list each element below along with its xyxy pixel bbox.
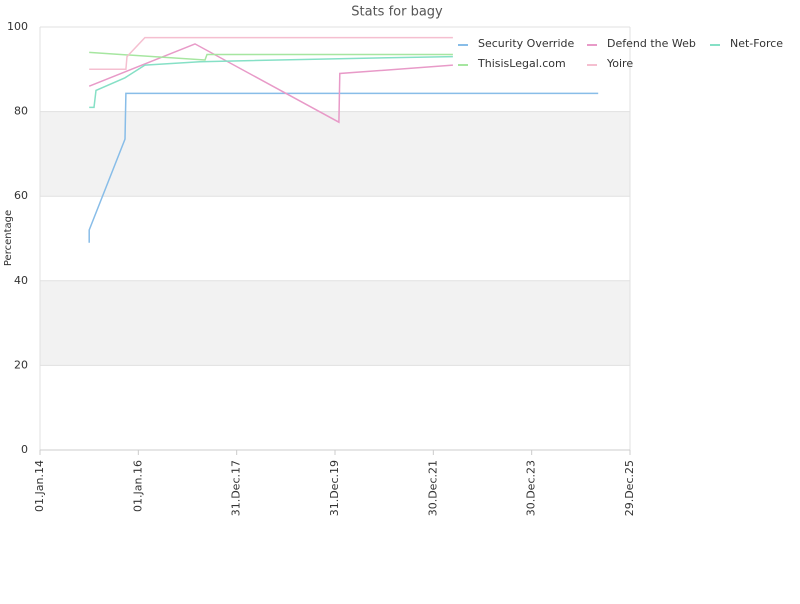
series-line xyxy=(88,92,599,243)
y-tick-label: 60 xyxy=(14,189,28,202)
x-tick-label: 31.Dec.17 xyxy=(230,460,243,516)
series-line xyxy=(89,36,453,71)
x-tick-label: 29.Dec.25 xyxy=(623,460,636,516)
legend-label: Defend the Web xyxy=(607,37,696,50)
x-tick-label: 31.Dec.19 xyxy=(328,460,341,516)
series-line xyxy=(89,55,453,109)
y-tick-label: 20 xyxy=(14,358,28,371)
y-tick-label: 80 xyxy=(14,105,28,118)
series-line xyxy=(88,43,453,124)
series-line xyxy=(89,51,453,61)
x-tick-label: 30.Dec.23 xyxy=(525,460,538,516)
chart-title: Stats for bagy xyxy=(351,5,443,20)
y-axis-label: Percentage xyxy=(3,210,14,266)
grid-band xyxy=(40,111,630,197)
x-tick-label: 01.Jan.16 xyxy=(131,460,144,512)
y-tick-label: 0 xyxy=(21,443,28,456)
grid-band xyxy=(40,280,630,366)
y-tick-label: 40 xyxy=(14,274,28,287)
x-tick-label: 30.Dec.21 xyxy=(426,460,439,516)
legend-label: Security Override xyxy=(478,37,574,50)
legend-label: Net-Force xyxy=(730,37,783,50)
y-tick-label: 100 xyxy=(7,20,28,33)
legend-label: ThisisLegal.com xyxy=(477,57,566,70)
legend-label: Yoire xyxy=(606,57,633,70)
x-tick-label: 01.Jan.14 xyxy=(33,460,46,512)
